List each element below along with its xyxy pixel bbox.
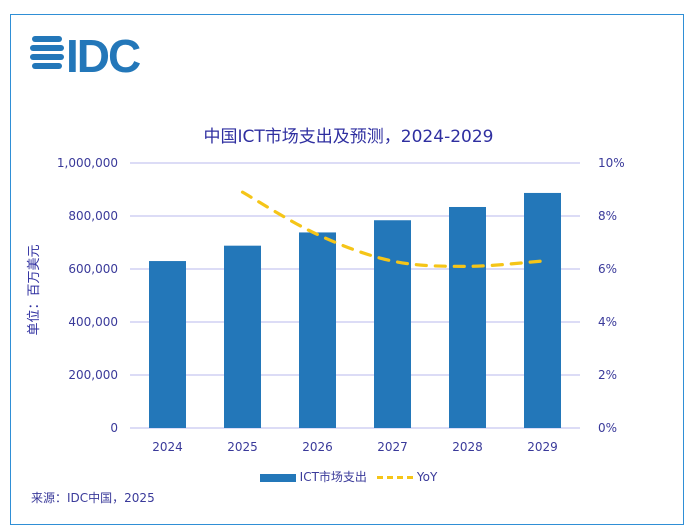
bar-2029 bbox=[524, 192, 561, 428]
y2-tick-label: 0% bbox=[598, 421, 617, 435]
y2-tick-label: 4% bbox=[598, 315, 617, 329]
source-note: 来源：IDC中国，2025 bbox=[31, 491, 155, 505]
legend-item-spend: ICT市场支出 bbox=[259, 468, 367, 485]
x-tick-label: 2024 bbox=[152, 440, 183, 454]
x-tick-label: 2027 bbox=[377, 440, 408, 454]
y-tick-label: 800,000 bbox=[68, 209, 118, 223]
legend-swatch-bar bbox=[259, 473, 296, 482]
legend: ICT市场支出 YoY bbox=[0, 468, 697, 485]
chart-frame bbox=[10, 14, 684, 525]
legend-item-yoy: YoY bbox=[376, 469, 438, 484]
y-tick-label: 1,000,000 bbox=[57, 156, 118, 170]
y-tick-label: 200,000 bbox=[68, 368, 118, 382]
x-tick-label: 2026 bbox=[302, 440, 333, 454]
x-tick-label: 2028 bbox=[452, 440, 483, 454]
legend-swatch-line bbox=[376, 475, 413, 479]
bar-2026 bbox=[299, 232, 336, 428]
y2-tick-label: 6% bbox=[598, 262, 617, 276]
idc-logo: IDC bbox=[30, 30, 142, 76]
chart-title: 中国ICT市场支出及预测，2024-2029 bbox=[203, 127, 494, 147]
bar-2025 bbox=[224, 245, 261, 428]
y2-tick-label: 10% bbox=[598, 156, 625, 170]
y-tick-label: 0 bbox=[110, 421, 118, 435]
legend-label-spend: ICT市场支出 bbox=[299, 470, 367, 484]
y-tick-label: 600,000 bbox=[68, 262, 118, 276]
legend-label-yoy: YoY bbox=[416, 469, 438, 484]
x-tick-label: 2025 bbox=[227, 440, 258, 454]
bar-2028 bbox=[449, 206, 486, 428]
y-tick-label: 400,000 bbox=[68, 315, 118, 329]
y2-tick-label: 2% bbox=[598, 368, 617, 382]
svg-text:IDC: IDC bbox=[66, 30, 140, 76]
x-tick-label: 2029 bbox=[527, 440, 558, 454]
bar-2024 bbox=[149, 261, 186, 428]
bar-2027 bbox=[374, 220, 411, 428]
y2-tick-label: 8% bbox=[598, 209, 617, 223]
y-axis-title: 单位：百万美元 bbox=[27, 244, 42, 335]
